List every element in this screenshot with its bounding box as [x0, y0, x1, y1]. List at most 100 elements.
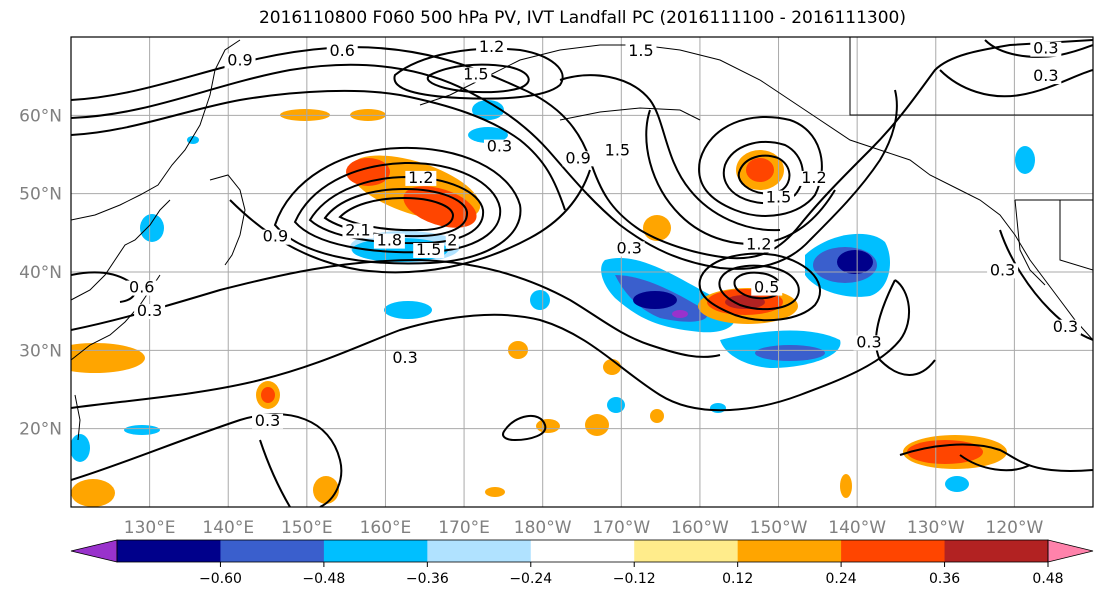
colorbar-segment: [323, 540, 428, 562]
contour-label-bg: [326, 44, 358, 60]
colorbar-segment: [737, 540, 842, 562]
positive-anomaly-region: [643, 215, 671, 241]
negative-anomaly-region: [672, 310, 688, 318]
pv-contour: [71, 279, 911, 412]
canada-boundary: [849, 37, 1093, 116]
colorbar-segment: [841, 540, 946, 562]
colorbar-tick-label: −0.12: [613, 571, 656, 587]
contour-label-bg: [342, 223, 374, 239]
colorbar-segment: [220, 540, 325, 562]
contour-label-bg: [483, 139, 515, 155]
longitude-labels: 130°E 140°E 150°E 160°E 170°E 180°W 170°W 160°W…: [124, 518, 1044, 538]
pv-contour: [718, 264, 800, 311]
latitude-label: 60°N: [19, 106, 62, 126]
contour-label: 2: [447, 231, 457, 250]
contour-label: 1.5: [416, 240, 441, 259]
pv-contour: [71, 258, 721, 358]
contour-label: 0.9: [227, 50, 252, 69]
pv-contour: [899, 443, 1093, 472]
positive-anomaly-region: [840, 474, 852, 498]
negative-anomaly-region: [837, 250, 873, 274]
latitude-label: 50°N: [19, 185, 62, 205]
pv-contour: [722, 140, 804, 205]
negative-anomaly-region: [468, 127, 508, 143]
positive-anomaly-region: [603, 359, 621, 375]
contour-label-bg: [853, 335, 885, 351]
longitude-label: 130°E: [124, 518, 176, 538]
asia-coastline: [71, 39, 241, 221]
longitude-label: 140°E: [202, 518, 254, 538]
longitude-label: 160°E: [360, 518, 412, 538]
positive-anomaly-region: [313, 476, 339, 504]
positive-anomaly-region: [261, 387, 275, 403]
negative-anomaly-region: [710, 403, 726, 413]
latitude-label: 30°N: [19, 341, 62, 361]
contour-label: 0.6: [329, 41, 354, 60]
positive-anomaly-region: [485, 487, 505, 497]
colorbar-tick-label: 0.48: [1032, 571, 1063, 587]
latitude-label: 40°N: [19, 263, 62, 283]
contour-label: 1.5: [463, 65, 488, 84]
contour-label-bg: [625, 44, 657, 60]
us-state-lines: [1014, 199, 1046, 286]
pv-contour: [71, 89, 566, 211]
positive-anomaly-region: [71, 479, 115, 507]
longitude-label: 180°W: [514, 518, 572, 538]
contour-label-bg: [460, 67, 492, 83]
longitude-label: 150°W: [750, 518, 808, 538]
pv-contour: [874, 279, 936, 376]
contour-label: 0.3: [255, 411, 280, 430]
negative-anomaly-region: [71, 434, 90, 462]
negative-anomaly-region: [530, 290, 550, 310]
pv-contour: [959, 454, 1031, 472]
contour-label-bg: [224, 53, 256, 69]
negative-anomaly-region: [384, 301, 432, 319]
colorbar-tick-label: 0.36: [929, 571, 960, 587]
pv-contour: [393, 47, 564, 100]
positive-anomaly-region: [907, 440, 983, 464]
contour-labels: 0.9 0.6 1.2 1.5 1.5 0.3 0.3 0.3 0.9 1.5 1.2 1.2 1.5 2…: [126, 37, 1081, 430]
latitude-labels: 20°N 30°N 40°N 50°N 60°N: [19, 106, 62, 439]
pv-contours: [71, 39, 1093, 507]
latitude-label: 20°N: [19, 420, 62, 440]
negative-anomaly-region: [124, 425, 160, 435]
contour-label: 2.1: [345, 220, 370, 239]
pv-contour: [939, 69, 1093, 98]
contour-label-bg: [405, 170, 437, 186]
colorbar-extension-high: [1047, 539, 1094, 563]
pv-contour: [426, 63, 530, 94]
positive-anomaly-region: [403, 186, 477, 228]
contour-label: 0.3: [856, 332, 881, 351]
negative-anomaly-region: [633, 291, 677, 309]
pv-contour: [71, 63, 898, 270]
colorbar-segment: [117, 540, 221, 562]
longitude-label: 130°W: [907, 518, 965, 538]
contour-label-bg: [613, 241, 645, 257]
longitude-label: 170°W: [592, 518, 650, 538]
contour-label: 1.8: [377, 231, 402, 250]
coastlines: [71, 37, 1093, 441]
contour-label-bg: [1049, 319, 1081, 335]
contour-label: 1.2: [801, 168, 826, 187]
contour-label: 0.6: [129, 278, 154, 297]
contour-label: 0.3: [137, 301, 162, 320]
colorbar-segment: [530, 540, 635, 562]
contour-label: 0.3: [1033, 66, 1058, 85]
taiwan-coastline: [74, 394, 81, 441]
colorbar-segment: [944, 540, 1049, 562]
contour-label-bg: [987, 263, 1019, 279]
contour-label-bg: [751, 280, 783, 296]
longitude-label: 120°W: [986, 518, 1044, 538]
pv-contour: [338, 196, 455, 232]
colorbar-segment: [634, 540, 739, 562]
contour-label: 1.2: [746, 235, 771, 254]
contour-label-bg: [763, 190, 795, 206]
positive-anomaly-region: [650, 409, 664, 423]
contour-label-bg: [134, 304, 166, 320]
pv-contour: [698, 252, 821, 322]
contour-label: 0.3: [392, 348, 417, 367]
contour-label-bg: [562, 151, 594, 167]
contour-label: 0.3: [487, 137, 512, 156]
pv-contour: [645, 109, 836, 245]
